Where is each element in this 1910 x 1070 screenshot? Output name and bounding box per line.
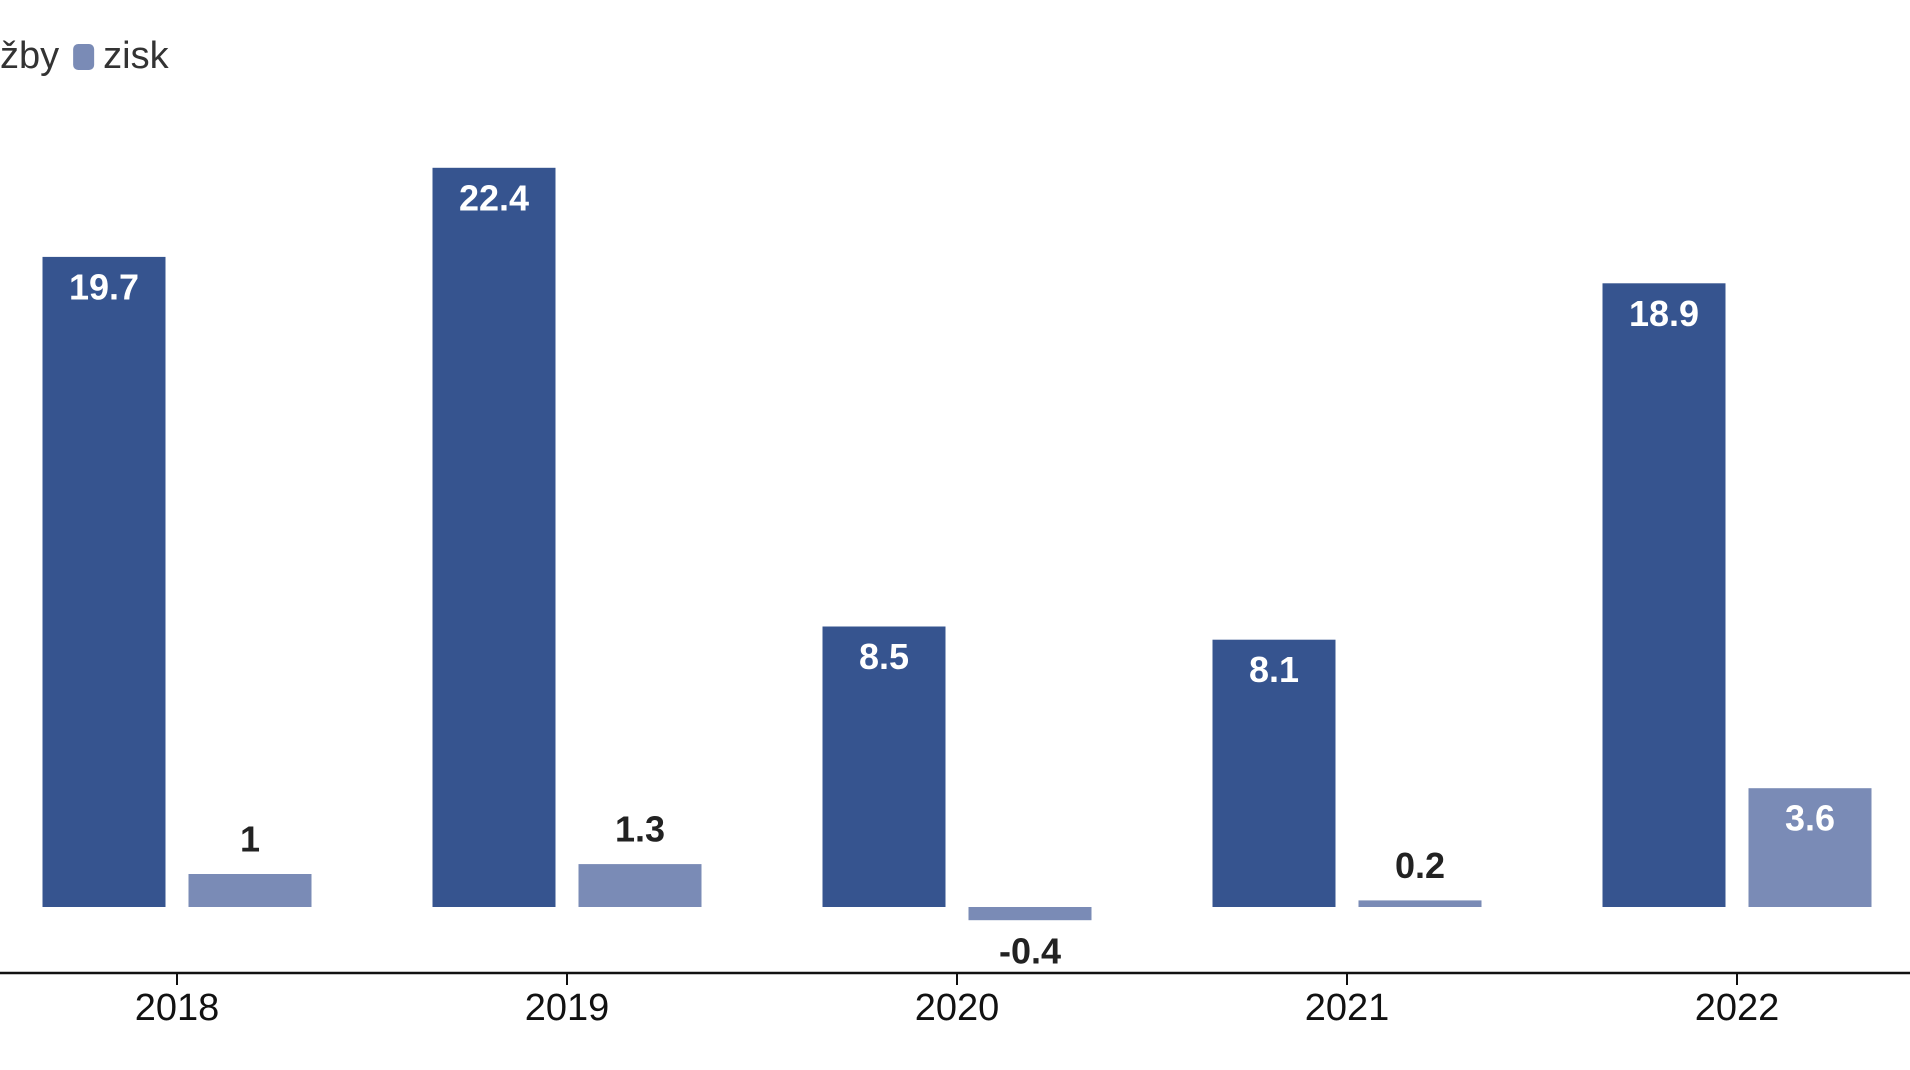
data-label: 18.9 [1629,293,1699,334]
bar [1748,788,1872,907]
bar [188,874,312,907]
data-label: 1 [240,819,260,860]
data-label: 22.4 [459,177,529,218]
bar [42,256,166,907]
legend-label: zisk [103,35,169,77]
data-label: 19.7 [69,266,139,307]
bar [822,626,946,907]
bar [1212,639,1336,907]
x-tick-label: 2018 [135,987,220,1029]
bar [1358,900,1482,907]
data-label: 1.3 [615,809,665,850]
legend-label: žby [0,35,59,77]
bar [578,864,702,907]
x-tick-label: 2022 [1695,987,1780,1029]
data-label: 8.5 [859,636,909,677]
data-label: -0.4 [999,931,1061,972]
data-label: 0.2 [1395,845,1445,886]
legend-swatch [73,44,95,70]
data-label: 8.1 [1249,649,1299,690]
bar [432,167,556,908]
bar [1602,283,1726,907]
data-label: 3.6 [1785,798,1835,839]
x-tick-label: 2021 [1305,987,1390,1029]
bar [968,907,1092,921]
x-tick-label: 2019 [525,987,610,1029]
x-tick-label: 2020 [915,987,1000,1029]
